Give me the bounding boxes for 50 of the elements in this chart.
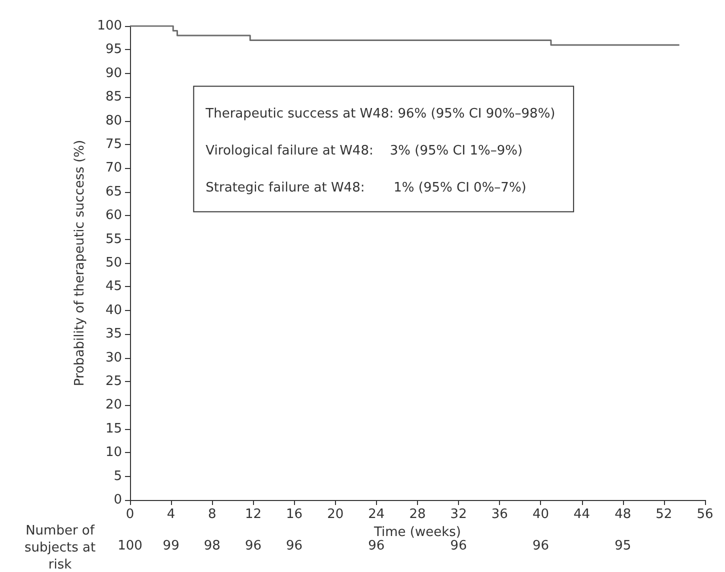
y-tick-label: 25 [105, 374, 122, 389]
x-tick-label: 8 [208, 507, 216, 522]
x-tick-label: 20 [327, 507, 344, 522]
x-tick-label: 36 [491, 507, 508, 522]
y-tick-label: 80 [105, 113, 122, 128]
x-tick-label: 44 [574, 507, 590, 522]
y-tick-label: 55 [105, 232, 122, 247]
y-tick-label: 95 [105, 42, 122, 58]
y-tick-label: 65 [105, 184, 122, 200]
y-tick-label: 10 [105, 445, 122, 460]
annotation: Virological failure at W48: 3% (95% CI 1%–9%) [206, 144, 523, 159]
y-tick-label: 20 [105, 398, 122, 413]
text: 96 [244, 538, 262, 554]
x-tick-label: 52 [656, 507, 672, 522]
y-tick-label: 40 [105, 302, 122, 318]
x-axis-title: Time (weeks) [372, 524, 462, 540]
x-tick-label: 40 [532, 507, 549, 522]
y-tick-label: 75 [105, 137, 122, 152]
y-tick-label: 5 [114, 468, 122, 484]
x-tick-label: 56 [696, 507, 714, 522]
text: 95 [614, 538, 632, 554]
y-tick-label: 50 [105, 256, 122, 270]
y-tick-label: 30 [105, 350, 122, 366]
text: 98 [204, 538, 220, 554]
y-tick-label: 0 [114, 492, 122, 508]
y-tick-label: 45 [105, 279, 122, 294]
text: 96 [532, 538, 549, 554]
x-tick-label: 24 [368, 507, 385, 522]
y-tick-label: 90 [105, 66, 122, 81]
y-tick-label: 15 [105, 421, 122, 436]
y-axis-title: Probability of therapeutic success (%) [72, 140, 88, 386]
text: 96 [286, 538, 303, 554]
x-tick-label: 16 [286, 507, 303, 522]
x-tick-label: 48 [614, 507, 632, 522]
y-tick-label: 100 [97, 18, 122, 34]
x-tick-label: 32 [450, 507, 467, 522]
x-tick-label: 12 [244, 507, 262, 522]
y-tick-label: 70 [105, 160, 122, 176]
text: 96 [450, 538, 467, 554]
annotation: Therapeutic success at W48: 96% (95% CI 90%–98%) [204, 106, 556, 122]
x-tick-label: 28 [409, 507, 426, 522]
text: Number of subjects at risk [24, 524, 96, 572]
annotation: Strategic failure at W48: 1% (95% CI 0%–7%) [206, 180, 526, 196]
x-tick-label: 0 [126, 507, 134, 522]
y-tick-label: 35 [105, 326, 122, 342]
y-tick-label: 85 [105, 90, 122, 105]
text: 99 [162, 538, 180, 554]
y-tick-label: 60 [105, 208, 122, 224]
x-tick-label: 4 [166, 507, 176, 522]
text: 96 [368, 538, 385, 554]
